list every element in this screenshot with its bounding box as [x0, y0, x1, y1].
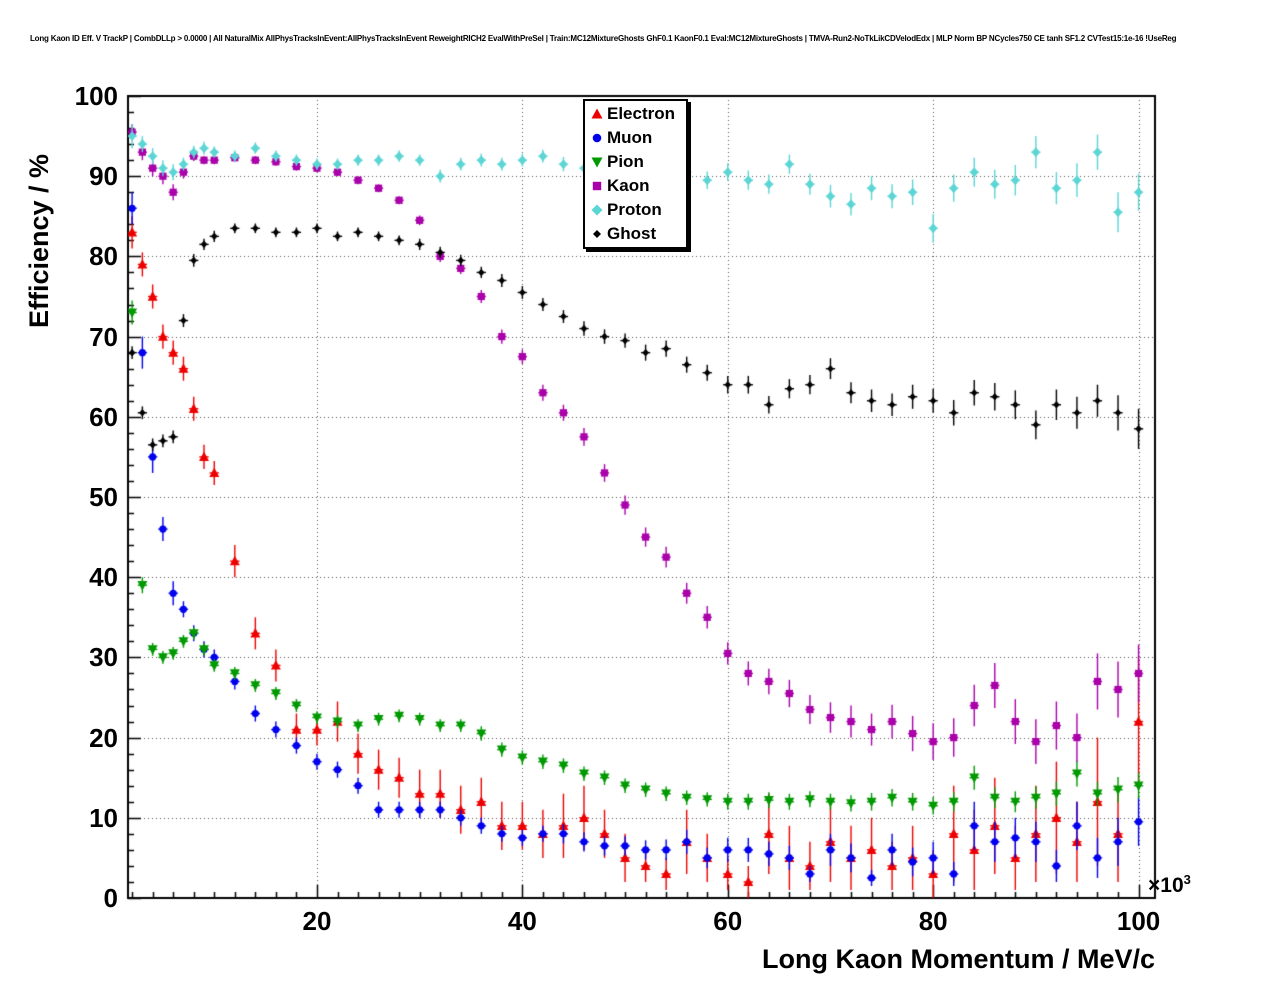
legend: Electron Muon Pion Kaon Proton Ghost [583, 99, 688, 249]
y-tick-label: 70 [89, 321, 118, 352]
y-tick-label: 40 [89, 562, 118, 593]
proton-marker-icon [587, 202, 607, 218]
x-tick-label: 20 [302, 906, 332, 936]
y-tick-label: 30 [89, 642, 118, 673]
y-tick-label: 60 [89, 401, 118, 432]
y-tick-label: 50 [89, 482, 118, 512]
pion-marker-icon [587, 154, 607, 170]
legend-item-kaon: Kaon [585, 174, 686, 198]
legend-label: Proton [607, 200, 662, 219]
x-tick-label: 60 [713, 906, 743, 936]
legend-item-ghost: Ghost [585, 222, 686, 246]
y-tick-label: 20 [89, 722, 118, 753]
x-axis-title: Long Kaon Momentum / MeV/c [761, 944, 1155, 974]
muon-marker-icon [587, 130, 607, 146]
legend-label: Muon [607, 128, 653, 147]
multiplier-base: ×10 [1148, 874, 1184, 897]
legend-label: Kaon [607, 176, 650, 195]
x-tick-label: 100 [1116, 906, 1161, 936]
y-tick-label: 100 [74, 81, 118, 111]
legend-item-pion: Pion [585, 150, 686, 174]
electron-marker-icon [587, 106, 607, 122]
x-tick-label: 40 [507, 906, 537, 936]
plot-title: Long Kaon ID Eff. V TrackP | CombDLLp > … [30, 34, 1177, 43]
y-tick-label: 80 [89, 241, 118, 272]
kaon-marker-icon [587, 178, 607, 194]
legend-item-proton: Proton [585, 198, 686, 222]
legend-label: Ghost [607, 224, 657, 243]
legend-label: Pion [607, 152, 644, 171]
y-tick-label: 90 [89, 161, 118, 192]
x-axis-multiplier: ×103 [1148, 872, 1191, 898]
y-tick-label: 0 [103, 883, 118, 913]
ghost-marker-icon [587, 226, 607, 242]
legend-item-electron: Electron [585, 102, 686, 126]
legend-label: Electron [607, 104, 676, 123]
multiplier-exponent: 3 [1183, 872, 1191, 887]
y-tick-label: 10 [89, 802, 118, 833]
x-tick-label: 80 [918, 906, 948, 936]
legend-item-muon: Muon [585, 126, 686, 150]
